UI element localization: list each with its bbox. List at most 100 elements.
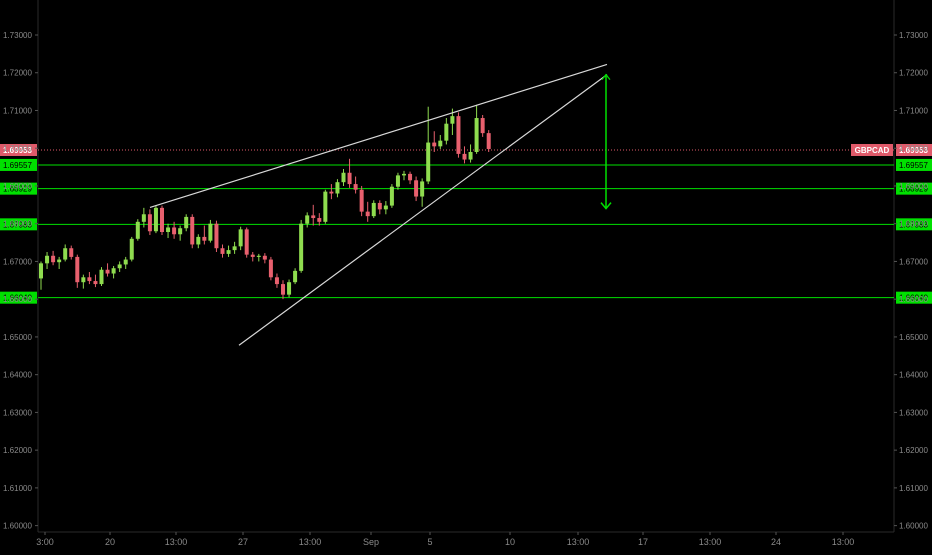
y-tick-label-right: 1.69000	[899, 182, 928, 191]
projection-arrow-top	[601, 73, 611, 81]
candle-body	[214, 223, 219, 249]
candle-body	[414, 180, 419, 197]
candle-body	[408, 173, 413, 181]
candle-body	[87, 277, 92, 282]
x-tick-label: 13:00	[567, 537, 590, 547]
candle-body	[395, 175, 400, 187]
y-tick-label-right: 1.72000	[899, 69, 928, 78]
candle-body	[262, 255, 267, 260]
y-tick-label-left: 1.70000	[3, 144, 32, 153]
candle-body	[365, 211, 370, 217]
candle-body	[153, 207, 158, 232]
x-tick-label: 13:00	[299, 537, 322, 547]
candle-body	[389, 186, 394, 206]
candle-body	[105, 269, 110, 274]
candle-body	[250, 254, 255, 257]
level-label-left: 1.68929	[3, 185, 32, 194]
support-lines: 1.69953 1.69953 GBPCAD 1.69557 1.69557 1.6892…	[0, 143, 932, 304]
x-tick-label: 17	[638, 537, 648, 547]
y-tick-label-left: 1.68000	[3, 220, 32, 229]
x-tick-label: 13:00	[699, 537, 722, 547]
candle-body	[39, 263, 43, 279]
candle-body	[99, 269, 104, 285]
y-tick-label-left: 1.61000	[3, 484, 32, 493]
drawings	[149, 63, 612, 346]
candle-body	[135, 221, 140, 239]
candle-body	[178, 228, 183, 235]
candle-body	[432, 142, 437, 147]
x-tick-label: 13:00	[165, 537, 188, 547]
symbol-label: GBPCAD	[855, 146, 890, 155]
last-price-tag-right	[896, 143, 932, 156]
level-label-left: 1.66040	[3, 294, 32, 303]
level-label-right: 1.68929	[899, 185, 928, 194]
candle-body	[184, 216, 189, 229]
candle-body	[81, 277, 86, 283]
axes: 1.73000 1.73000 1.72000 1.72000 1.71000 1.710…	[3, 31, 928, 547]
candle-body	[202, 236, 207, 241]
candle-body	[220, 248, 225, 254]
y-tick-label-left: 1.66000	[3, 295, 32, 304]
candle-body	[353, 184, 358, 190]
candle-body	[141, 214, 146, 222]
y-tick-label-right: 1.60000	[899, 522, 928, 531]
wedge-upper-trendline	[149, 63, 608, 209]
last-price-tag-left	[0, 143, 37, 156]
candle-body	[166, 227, 171, 233]
level-label-right: 1.67983	[899, 220, 928, 229]
candle-body	[123, 259, 128, 265]
candle-body	[75, 256, 80, 283]
y-tick-label-right: 1.65000	[899, 333, 928, 342]
candle-body	[232, 246, 237, 251]
y-tick-label-right: 1.66000	[899, 295, 928, 304]
level-tag-right	[896, 218, 932, 231]
candle-body	[311, 215, 316, 219]
candle-body	[93, 281, 98, 285]
y-tick-label-right: 1.62000	[899, 446, 928, 455]
candle-body	[305, 215, 310, 224]
x-tick-label: Sep	[363, 537, 379, 547]
y-tick-label-right: 1.63000	[899, 408, 928, 417]
y-tick-label-left: 1.69000	[3, 182, 32, 191]
x-tick-label: 10	[505, 537, 515, 547]
y-tick-label-right: 1.64000	[899, 371, 928, 380]
candle-body	[256, 255, 261, 257]
level-label-right: 1.69557	[899, 161, 928, 170]
candle-body	[456, 116, 461, 154]
candle-body	[438, 140, 443, 147]
grid	[37, 0, 895, 533]
candle-body	[208, 223, 213, 241]
candle-body	[238, 229, 243, 247]
y-tick-label-left: 1.60000	[3, 522, 32, 531]
candle-body	[160, 207, 164, 233]
candles	[39, 104, 491, 300]
candle-body	[147, 214, 152, 232]
candle-body	[69, 248, 74, 257]
projection-arrow-head	[600, 202, 612, 210]
y-tick-label-right: 1.70000	[899, 144, 928, 153]
last-price-label-right: 1.69953	[899, 146, 928, 155]
candle-body	[420, 181, 425, 197]
y-tick-label-left: 1.71000	[3, 106, 32, 115]
candle-body	[444, 123, 449, 141]
y-tick-label-left: 1.63000	[3, 408, 32, 417]
x-tick-label: 5	[427, 537, 432, 547]
level-tag-left	[0, 182, 37, 195]
candle-body	[371, 202, 376, 217]
x-tick-label: 13:00	[832, 537, 855, 547]
last-price-label-left: 1.69953	[3, 146, 32, 155]
candle-body	[45, 255, 50, 264]
candle-body	[57, 259, 62, 263]
candle-body	[244, 229, 249, 255]
candle-body	[299, 223, 304, 271]
candle-body	[51, 255, 56, 263]
candle-body	[274, 277, 279, 285]
candle-body	[341, 172, 346, 183]
y-tick-label-right: 1.71000	[899, 106, 928, 115]
y-tick-label-left: 1.73000	[3, 31, 32, 40]
candle-body	[359, 189, 364, 212]
x-tick-label: 20	[105, 537, 115, 547]
candle-body	[117, 264, 122, 269]
